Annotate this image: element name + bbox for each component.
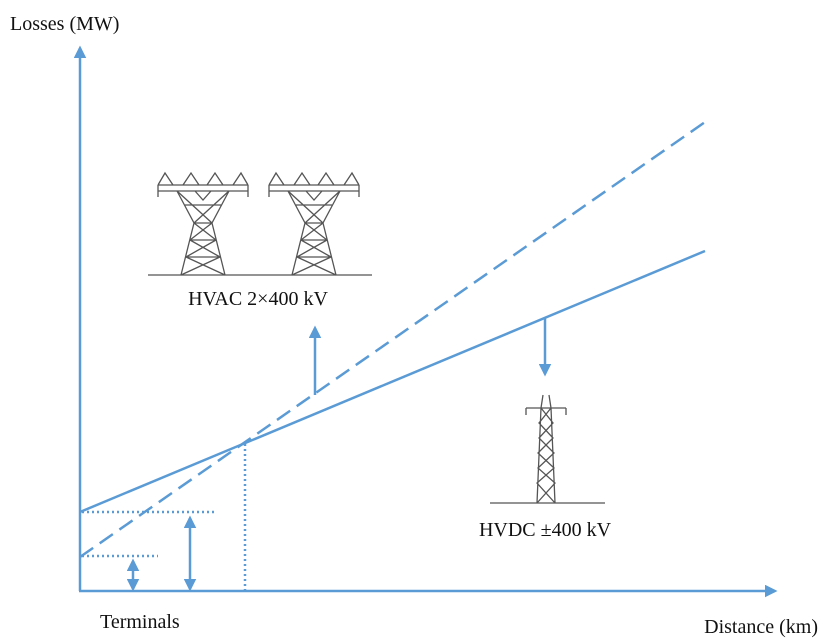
x-axis-label: Distance (km) xyxy=(704,616,818,638)
terminals-label: Terminals xyxy=(100,611,180,633)
hvdc-label: HVDC ±400 kV xyxy=(479,519,612,541)
hvac-towers xyxy=(148,173,372,275)
hvdc-tower xyxy=(490,395,605,503)
hvac-label: HVAC 2×400 kV xyxy=(188,288,328,310)
hvdc-line xyxy=(80,251,705,512)
diagram: Losses (MW) Distance (km) Terminals HVAC… xyxy=(0,0,824,639)
y-axis-label: Losses (MW) xyxy=(10,13,119,35)
